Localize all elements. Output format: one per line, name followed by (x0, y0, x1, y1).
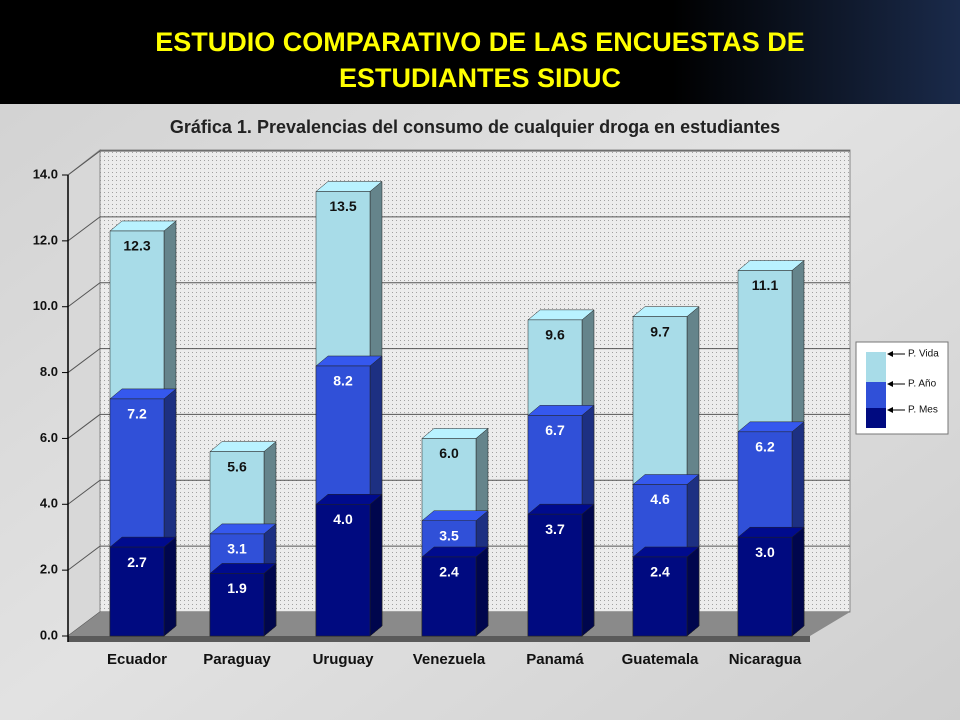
value-label: 7.2 (127, 406, 147, 422)
bar (209, 573, 265, 637)
x-tick-label: Panamá (526, 651, 584, 668)
bar-side (163, 536, 177, 637)
bar-top (737, 260, 805, 271)
bar-side (263, 562, 277, 637)
bar-top (632, 306, 700, 317)
bar-top (632, 546, 700, 558)
bar-top (527, 405, 595, 416)
legend-arrowhead (887, 407, 893, 413)
bar-top (527, 503, 595, 515)
y-tick-label: 0.0 (40, 627, 58, 642)
value-label: 6.2 (755, 439, 775, 455)
bars: 12.3 7.2 2.7 5.6 3.1 1.9 13.5 8.2 4.0 6.0 3.5 2.4 9.… (109, 180, 805, 637)
bar-top (315, 355, 383, 367)
bar-side (791, 526, 805, 637)
value-label: 8.2 (333, 373, 353, 389)
floor-edge (68, 636, 810, 642)
y-tick-label: 12.0 (33, 232, 58, 247)
slide-title: ESTUDIO COMPARATIVO DE LAS ENCUESTAS DE (155, 27, 805, 57)
bar-top (209, 523, 277, 535)
value-label: 2.4 (439, 564, 459, 580)
value-label: 3.7 (545, 521, 565, 537)
x-tick-label: Venezuela (413, 651, 486, 668)
y-tick-label: 4.0 (40, 496, 58, 511)
chart-title: Gráfica 1. Prevalencias del consumo de c… (170, 117, 780, 137)
bar-top (209, 563, 277, 574)
header-bar (0, 0, 960, 104)
bar-top (737, 421, 805, 433)
value-label: 6.7 (545, 422, 565, 438)
value-label: 11.1 (752, 277, 779, 293)
value-label: 3.5 (439, 527, 459, 543)
y-tick-label: 14.0 (33, 166, 58, 181)
legend-swatch (866, 352, 886, 382)
value-label: 2.4 (650, 564, 670, 580)
value-label: 9.6 (545, 327, 565, 343)
bar-top (109, 536, 177, 548)
bar (109, 546, 165, 637)
y-tick-label: 8.0 (40, 364, 58, 379)
legend-label: P. Año (908, 379, 937, 390)
x-tick-label: Ecuador (107, 651, 167, 668)
y-tick-label: 10.0 (33, 298, 58, 313)
grid-line (67, 545, 850, 571)
x-tick-label: Paraguay (203, 651, 271, 668)
value-label: 13.5 (329, 198, 356, 214)
y-tick-label: 6.0 (40, 430, 58, 445)
bar (315, 504, 371, 637)
x-tick-label: Guatemala (622, 651, 699, 668)
bar-top (527, 309, 595, 321)
value-label: 3.1 (227, 541, 247, 557)
value-label: 3.0 (755, 544, 775, 560)
bar (421, 556, 477, 637)
bar-top (632, 474, 700, 485)
legend-label: P. Mes (908, 405, 938, 416)
bar-top (315, 181, 383, 192)
bar-top (315, 494, 383, 505)
bar-top (109, 220, 177, 232)
bar (737, 536, 793, 637)
side-wall (67, 148, 101, 637)
x-tick-label: Nicaragua (729, 651, 802, 668)
grid-line (67, 348, 850, 373)
bar-top (209, 441, 277, 452)
legend-arrowhead (887, 351, 893, 357)
bar (632, 556, 688, 637)
value-label: 4.0 (333, 511, 353, 527)
value-label: 2.7 (127, 554, 147, 570)
grid-line (67, 216, 850, 242)
value-label: 9.7 (650, 323, 670, 339)
grid-line (67, 479, 850, 505)
bar-top (737, 526, 805, 538)
legend-swatch (866, 408, 886, 428)
bar-top (421, 510, 489, 521)
bar-top (421, 546, 489, 558)
value-label: 5.6 (227, 458, 247, 474)
bar-side (369, 493, 383, 637)
bar-side (686, 546, 700, 637)
y-tick-label: 2.0 (40, 562, 58, 577)
value-label: 1.9 (227, 580, 247, 596)
bar-side (475, 546, 489, 637)
bar-side (581, 503, 595, 637)
bar-top (109, 388, 177, 400)
value-label: 4.6 (650, 491, 670, 507)
legend-swatch (866, 382, 886, 408)
grid-line (67, 150, 850, 176)
legend: P. Mes P. Año P. Vida (866, 349, 939, 428)
grid-line (67, 282, 850, 308)
x-tick-label: Uruguay (313, 651, 375, 668)
legend-label: P. Vida (908, 349, 939, 360)
bar (527, 513, 583, 637)
value-label: 12.3 (123, 238, 150, 254)
bar-top (421, 428, 489, 439)
legend-arrowhead (887, 381, 893, 387)
value-label: 6.0 (439, 445, 459, 461)
slide-title: ESTUDIANTES SIDUC (339, 63, 621, 93)
grid-line (67, 413, 850, 439)
